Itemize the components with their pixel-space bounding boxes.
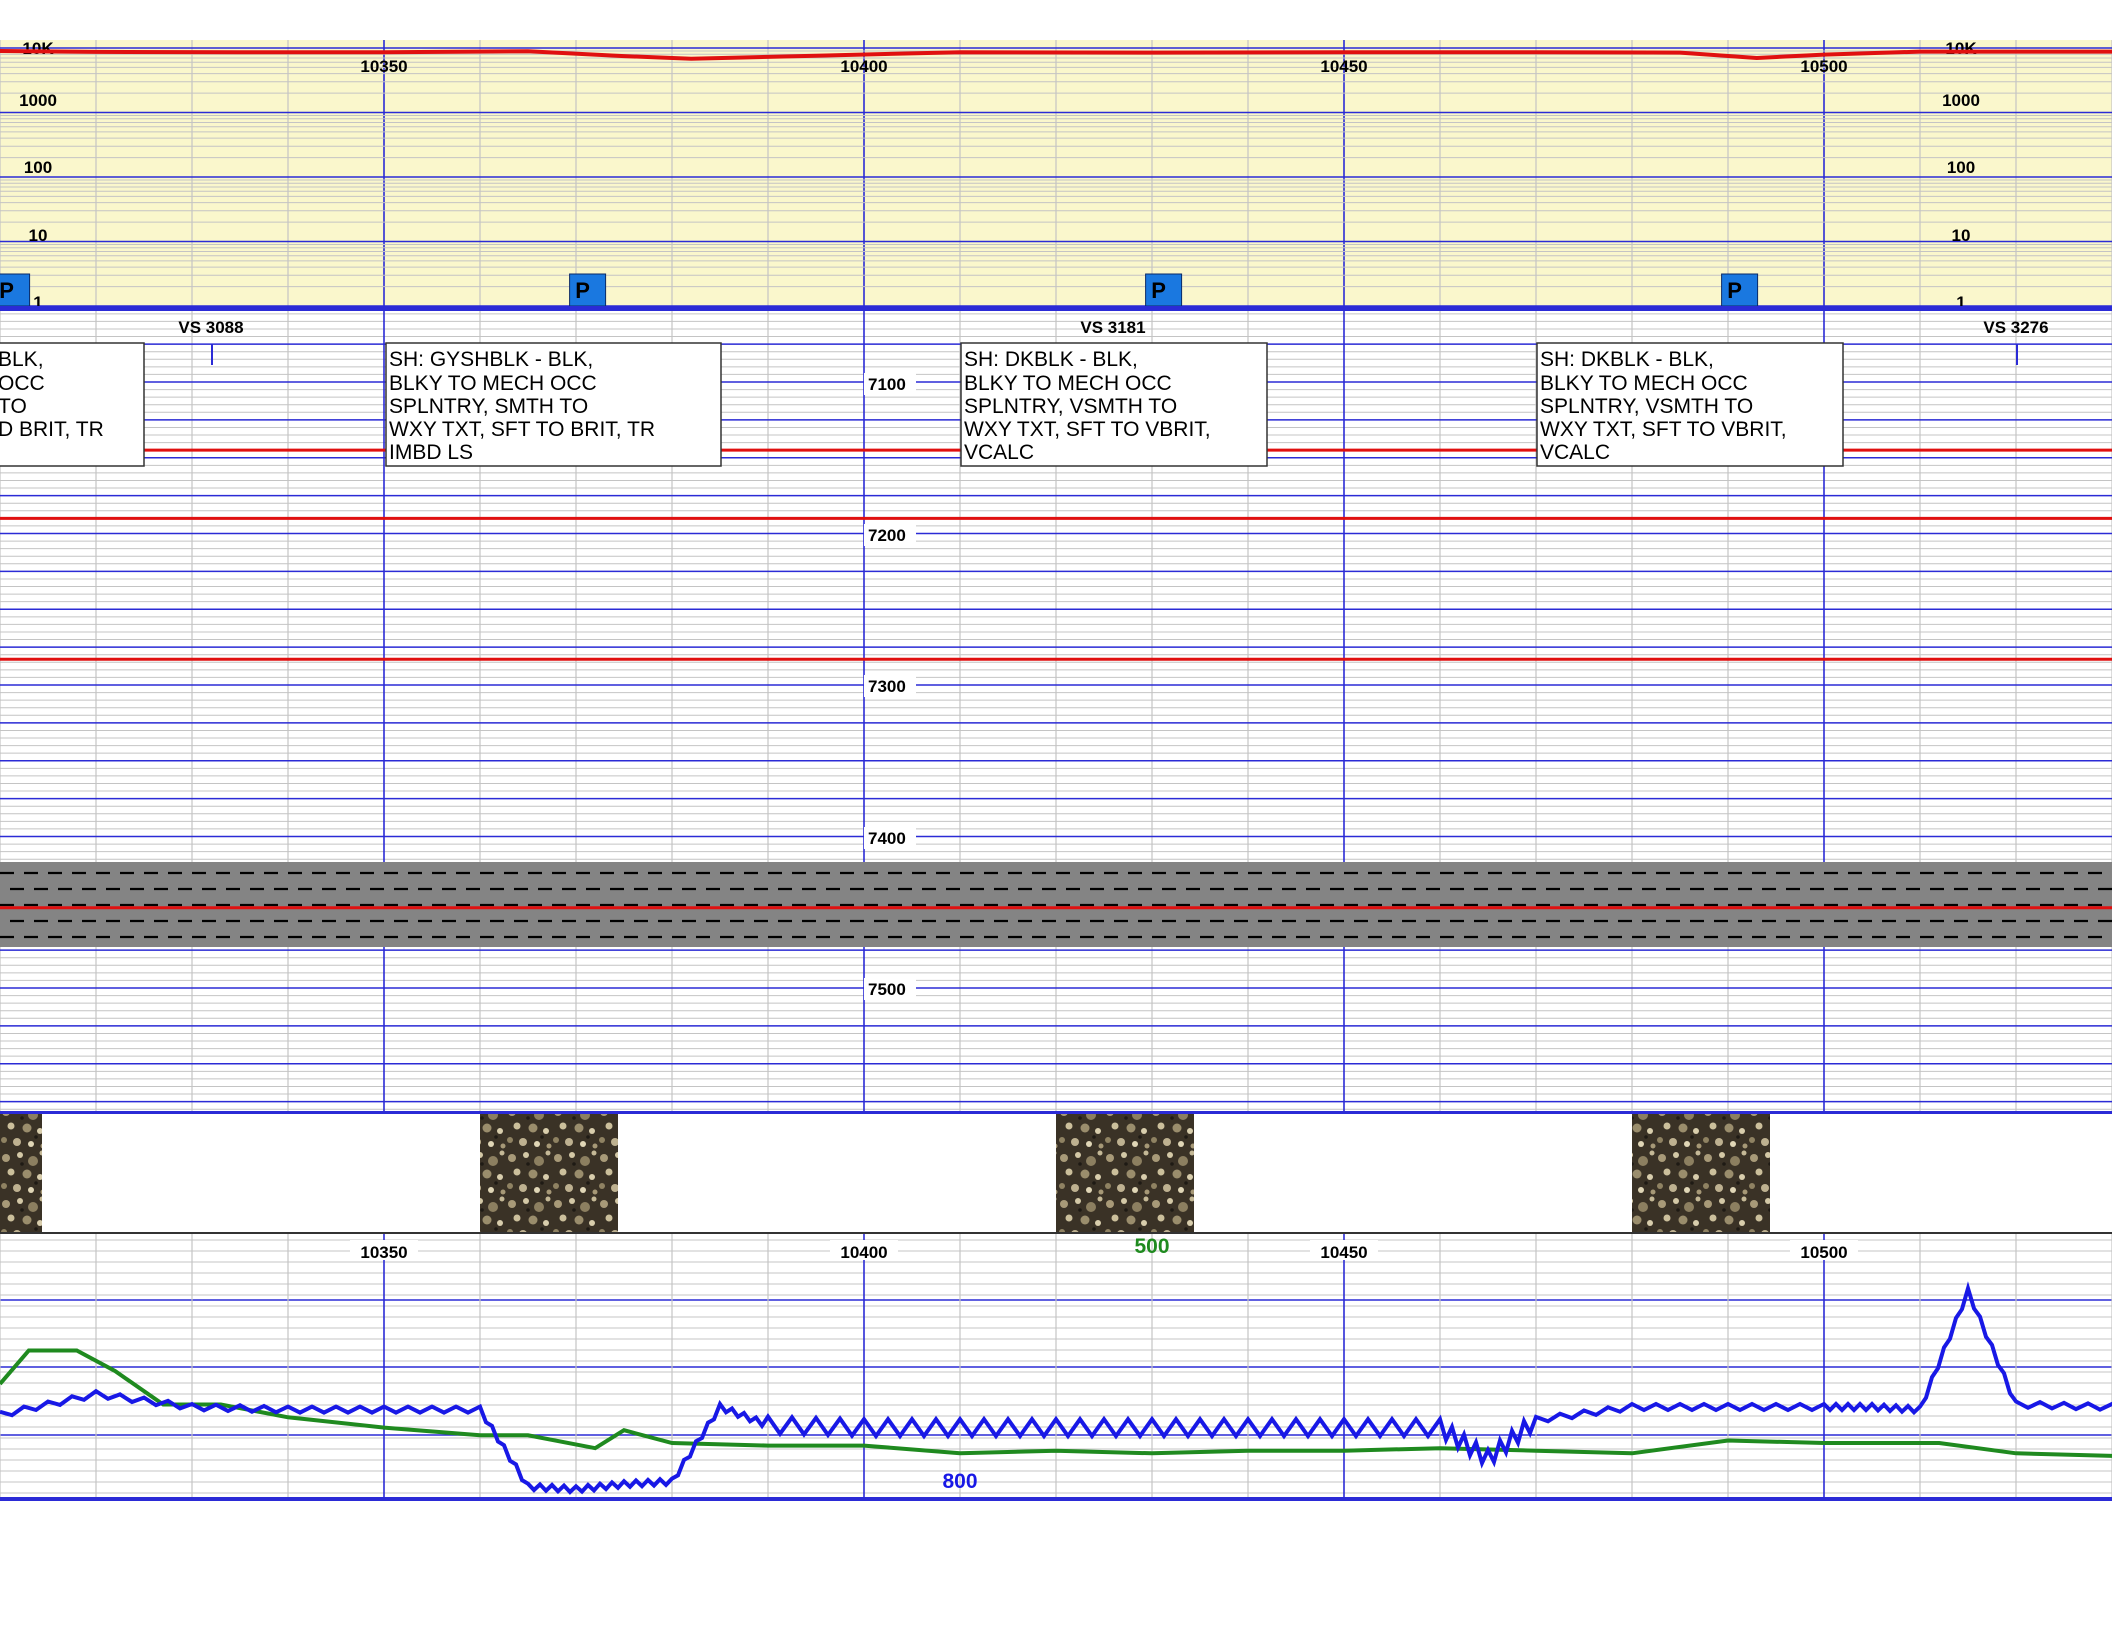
cuttings-photo: [1056, 1114, 1194, 1233]
lithology-line: TO: [0, 395, 27, 418]
depth-label: 10400: [840, 57, 887, 76]
log-scale-label: 1: [33, 293, 42, 312]
cuttings-photo: [0, 1114, 42, 1233]
top-track-depth-grid: [0, 40, 2112, 306]
shale-lithology-band: [0, 862, 2112, 947]
lithology-line: SH: DKBLK - BLK,: [1540, 348, 1714, 371]
lithology-line: WXY TXT, SFT TO VBRIT,: [1540, 418, 1787, 441]
lithology-line: VCALC: [1540, 441, 1610, 464]
bottom-depth-labels: 10350 10400 10450 10500: [350, 1240, 1858, 1262]
cuttings-photo: [480, 1114, 618, 1233]
pick-marker: [1145, 273, 1183, 307]
top-depth-labels: 10350 10400 10450 10500: [360, 57, 1847, 76]
tvd-depth-labels: 7100 7200 7300 7400 7500: [864, 373, 916, 1000]
lithology-line: SPLNTRY, VSMTH TO: [1540, 395, 1753, 418]
pick-marker-label: P: [0, 278, 14, 303]
vs-label: VS 3088: [178, 318, 243, 337]
blue-curve: [0, 1281, 2112, 1495]
tvd-track-bottom-border: [0, 1111, 2112, 1114]
top-log-track: 10K 1000 100 10 1 10K 1000 100 10 1 1035…: [0, 39, 2112, 312]
lithology-line: BLKY TO MECH OCC: [389, 372, 597, 395]
blue-curve-scale-label: 800: [942, 1470, 977, 1493]
tvd-label: 7400: [868, 829, 906, 848]
lithology-line: D BRIT, TR: [0, 418, 104, 441]
lithology-line: BLK,: [0, 348, 44, 371]
lithology-descriptions: BLK, OCC TO D BRIT, TR SH: GYSHBLK - BLK…: [0, 342, 1844, 467]
log-scale-label: 1000: [19, 91, 57, 110]
top-track-log-grid: [0, 47, 2112, 307]
depth-label: 10350: [360, 57, 407, 76]
depth-label: 10450: [1320, 57, 1367, 76]
log-scale-label: 1000: [1942, 91, 1980, 110]
bottom-track-border: [0, 1497, 2112, 1501]
lithology-line: WXY TXT, SFT TO BRIT, TR: [389, 418, 655, 441]
lithology-box: BLK, OCC TO D BRIT, TR: [0, 342, 145, 467]
green-curve-scale-label: 500: [1134, 1235, 1169, 1258]
log-scale-label: 10: [1952, 226, 1971, 245]
log-scale-label: 100: [1947, 158, 1975, 177]
lithology-line: SPLNTRY, SMTH TO: [389, 395, 588, 418]
lithology-box: SH: GYSHBLK - BLK, BLKY TO MECH OCC SPLN…: [385, 342, 722, 467]
tvd-label: 7500: [868, 980, 906, 999]
tvd-label: 7300: [868, 677, 906, 696]
cuttings-photo: [1632, 1114, 1770, 1233]
pick-marker: [1721, 273, 1759, 307]
lithology-line: SH: DKBLK - BLK,: [964, 348, 1138, 371]
tvd-track: 7100 7200 7300 7400 7500 VS 3088 VS 3181…: [0, 311, 2112, 1114]
tvd-label: 7200: [868, 526, 906, 545]
depth-label: 10450: [1320, 1243, 1367, 1262]
green-curve: [0, 1348, 2112, 1458]
lithology-line: SPLNTRY, VSMTH TO: [964, 395, 1177, 418]
log-scale-label: 1: [1956, 293, 1965, 312]
cuttings-photo-track: [0, 1114, 2112, 1234]
tvd-label: 7100: [868, 375, 906, 394]
pick-marker-label: P: [575, 278, 590, 303]
log-scale-label: 10K: [1945, 39, 1977, 58]
pick-marker-label: P: [1727, 278, 1742, 303]
log-scale-label: 10: [29, 226, 48, 245]
depth-label: 10500: [1800, 1243, 1847, 1262]
lithology-line: IMBD LS: [389, 441, 473, 464]
depth-label: 10350: [360, 1243, 407, 1262]
vs-label: VS 3181: [1080, 318, 1145, 337]
lithology-line: VCALC: [964, 441, 1034, 464]
top-track-bottom-border: [0, 306, 2112, 311]
depth-label: 10400: [840, 1243, 887, 1262]
lithology-line: WXY TXT, SFT TO VBRIT,: [964, 418, 1211, 441]
bottom-curve-track: 10350 10400 10450 10500 500 800: [0, 1234, 2112, 1501]
vs-label: VS 3276: [1983, 318, 2048, 337]
lithology-line: OCC: [0, 372, 45, 395]
lithology-line: BLKY TO MECH OCC: [964, 372, 1172, 395]
pick-marker-label: P: [1151, 278, 1166, 303]
lithology-line: SH: GYSHBLK - BLK,: [389, 348, 593, 371]
log-scale-label: 10K: [22, 39, 54, 58]
top-red-curve: [0, 49, 2112, 61]
lithology-box: SH: DKBLK - BLK, BLKY TO MECH OCC SPLNTR…: [1536, 342, 1844, 467]
formation-top-lines: [0, 448, 2112, 910]
pick-marker: [0, 273, 31, 307]
lithology-line: BLKY TO MECH OCC: [1540, 372, 1748, 395]
log-scale-label: 100: [24, 158, 52, 177]
lithology-box: SH: DKBLK - BLK, BLKY TO MECH OCC SPLNTR…: [960, 342, 1268, 467]
vs-labels: VS 3088 VS 3181 VS 3276: [178, 318, 2049, 365]
depth-label: 10500: [1800, 57, 1847, 76]
